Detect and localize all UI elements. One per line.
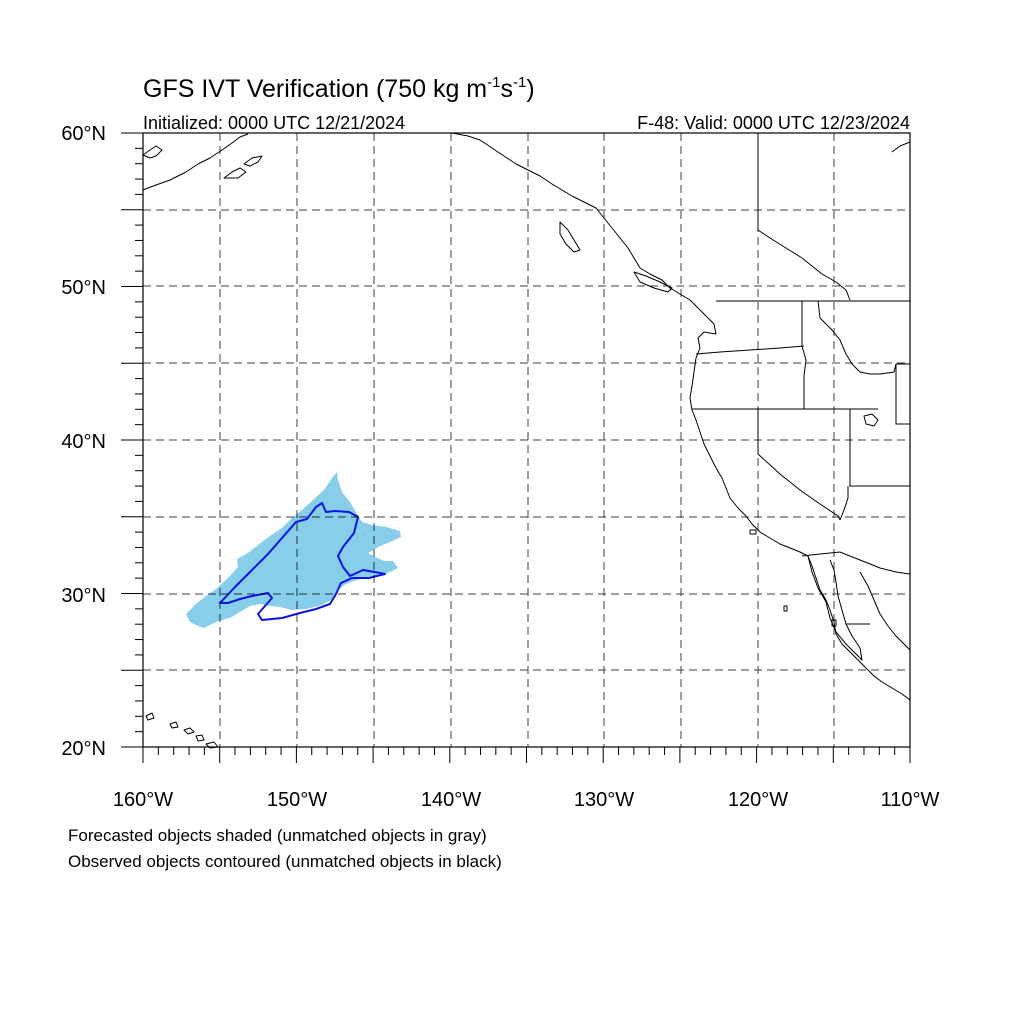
- lat-label-40n: 40°N: [61, 431, 106, 453]
- coastlines: [142, 132, 911, 749]
- north-america-coastline: [451, 132, 911, 701]
- map-title: GFS IVT Verification (750 kg m-1s-1): [143, 74, 535, 103]
- graticule: [143, 133, 910, 747]
- valid-time: F-48: Valid: 0000 UTC 12/23/2024: [637, 113, 910, 133]
- forecast-legend-text: Forecasted objects shaded (unmatched obj…: [68, 826, 487, 845]
- lat-label-60n: 60°N: [61, 123, 106, 145]
- initialized-time: Initialized: 0000 UTC 12/21/2024: [143, 113, 405, 133]
- observed-legend-text: Observed objects contoured (unmatched ob…: [68, 852, 502, 871]
- political-borders: [692, 133, 911, 625]
- lat-label-50n: 50°N: [61, 277, 106, 299]
- lat-label-20n: 20°N: [61, 738, 106, 760]
- baja-coastline: [807, 555, 863, 661]
- lon-label-110w: 110°W: [881, 789, 940, 811]
- observed-ivt-object: [219, 502, 386, 621]
- lat-label-30n: 30°N: [61, 585, 106, 607]
- forecast-ivt-object: [186, 472, 401, 628]
- lon-label-150w: 150°W: [267, 789, 327, 811]
- lon-label-140w: 140°W: [421, 789, 481, 811]
- lon-label-120w: 120°W: [728, 789, 788, 811]
- lon-label-160w: 160°W: [113, 789, 173, 811]
- lon-label-130w: 130°W: [574, 789, 634, 811]
- us-mexico-border: [801, 551, 911, 575]
- hawaii-islands: [145, 712, 155, 721]
- axis-ticks: [121, 132, 911, 763]
- alaska-coastline: [142, 133, 249, 191]
